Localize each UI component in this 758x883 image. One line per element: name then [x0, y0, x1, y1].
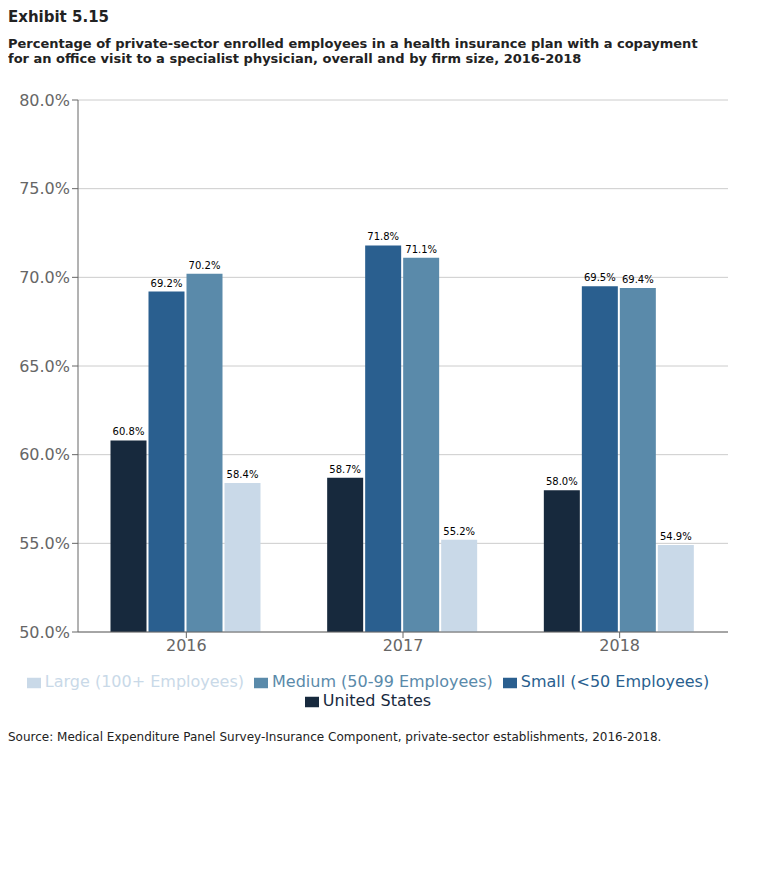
html-text:for an office visit to a speci: for an office visit to a specialist phys… [8, 51, 582, 66]
svg-text:2018: 2018 [599, 636, 640, 655]
svg-text:50.0%: 50.0% [19, 623, 70, 642]
svg-text:60.8%: 60.8% [113, 426, 145, 437]
svg-text:65.0%: 65.0% [19, 357, 70, 376]
svg-text:70.0%: 70.0% [19, 268, 70, 287]
svg-text:75.0%: 75.0% [19, 179, 70, 198]
svg-text:71.8%: 71.8% [367, 231, 399, 242]
svg-text:71.1%: 71.1% [405, 244, 437, 255]
html-text:Percentage of private-sector e: Percentage of private-sector enrolled em… [8, 36, 698, 51]
svg-text:69.4%: 69.4% [622, 274, 654, 285]
html-text:Source: Medical Expenditure Pa: Source: Medical Expenditure Panel Survey… [8, 730, 662, 744]
html-text:Medium (50-99 Employees): Medium (50-99 Employees) [272, 672, 493, 691]
html-text:Exhibit 5.15: Exhibit 5.15 [8, 8, 109, 26]
html-text:United States: United States [322, 691, 432, 710]
svg-text:55.2%: 55.2% [443, 526, 475, 537]
svg-text:70.2%: 70.2% [189, 260, 221, 271]
html-text:Large (100+ Employees): Large (100+ Employees) [44, 672, 244, 691]
svg-text:2017: 2017 [383, 636, 424, 655]
svg-text:2016: 2016 [166, 636, 207, 655]
svg-text:58.4%: 58.4% [227, 469, 259, 480]
html-text:Small (<50 Employees): Small (<50 Employees) [520, 672, 710, 691]
svg-text:55.0%: 55.0% [19, 534, 70, 553]
svg-text:58.0%: 58.0% [546, 476, 578, 487]
svg-text:54.9%: 54.9% [660, 531, 692, 542]
svg-text:80.0%: 80.0% [19, 91, 70, 110]
svg-text:58.7%: 58.7% [329, 464, 361, 475]
svg-text:69.5%: 69.5% [584, 272, 616, 283]
svg-text:60.0%: 60.0% [19, 445, 70, 464]
svg-text:69.2%: 69.2% [151, 278, 183, 289]
